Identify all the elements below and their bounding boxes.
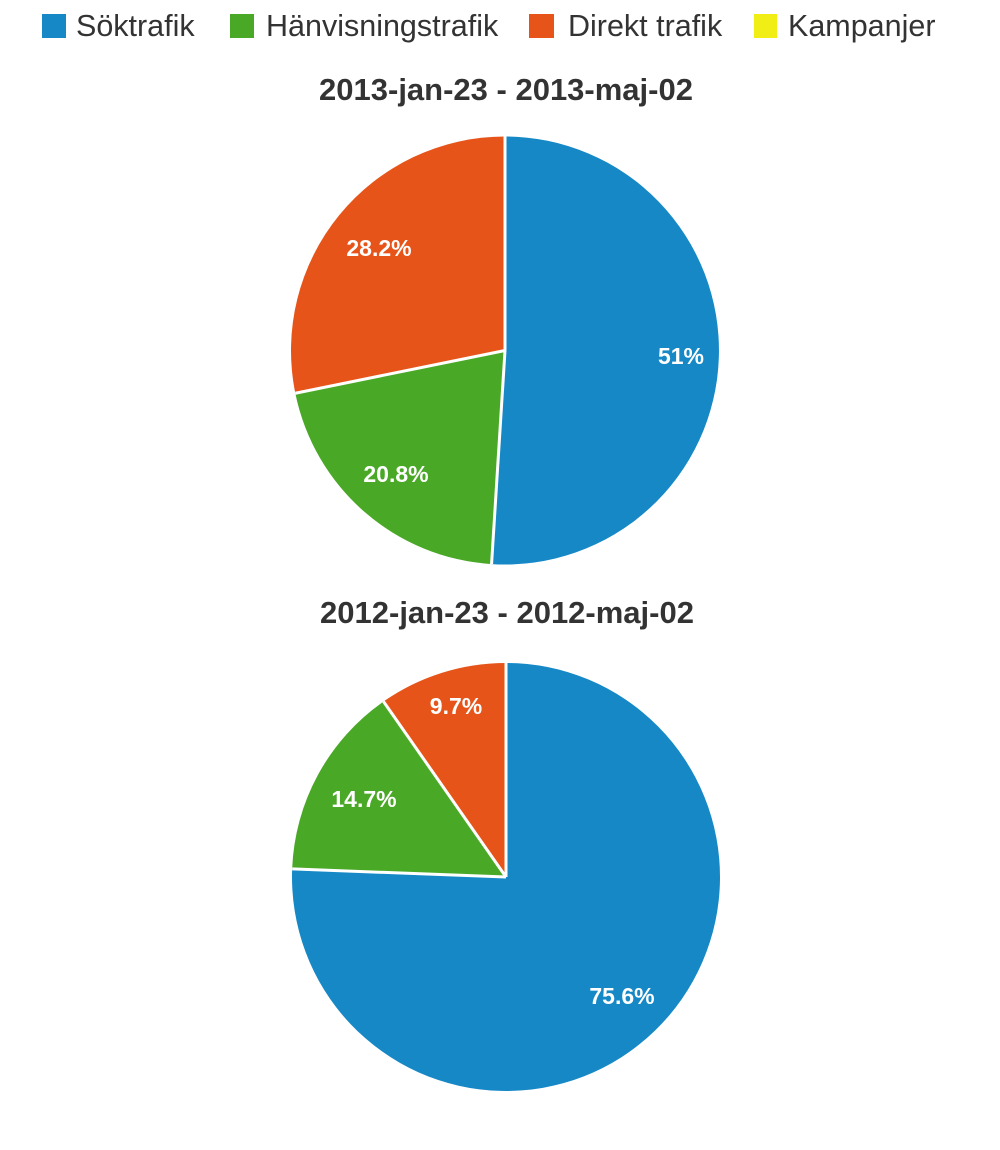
svg-text:75.6%: 75.6% (589, 983, 654, 1009)
svg-text:Hänvisningstrafik: Hänvisningstrafik (266, 9, 499, 43)
svg-text:2013-jan-23 - 2013-maj-02: 2013-jan-23 - 2013-maj-02 (319, 72, 693, 107)
svg-text:51%: 51% (658, 343, 704, 369)
svg-text:9.7%: 9.7% (430, 693, 482, 719)
svg-text:Kampanjer: Kampanjer (788, 9, 936, 43)
svg-text:Direkt trafik: Direkt trafik (568, 9, 723, 43)
svg-text:28.2%: 28.2% (346, 235, 411, 261)
svg-text:2012-jan-23 - 2012-maj-02: 2012-jan-23 - 2012-maj-02 (320, 595, 694, 630)
svg-text:Söktrafik: Söktrafik (76, 9, 195, 43)
svg-text:14.7%: 14.7% (331, 786, 396, 812)
svg-text:20.8%: 20.8% (363, 461, 428, 487)
